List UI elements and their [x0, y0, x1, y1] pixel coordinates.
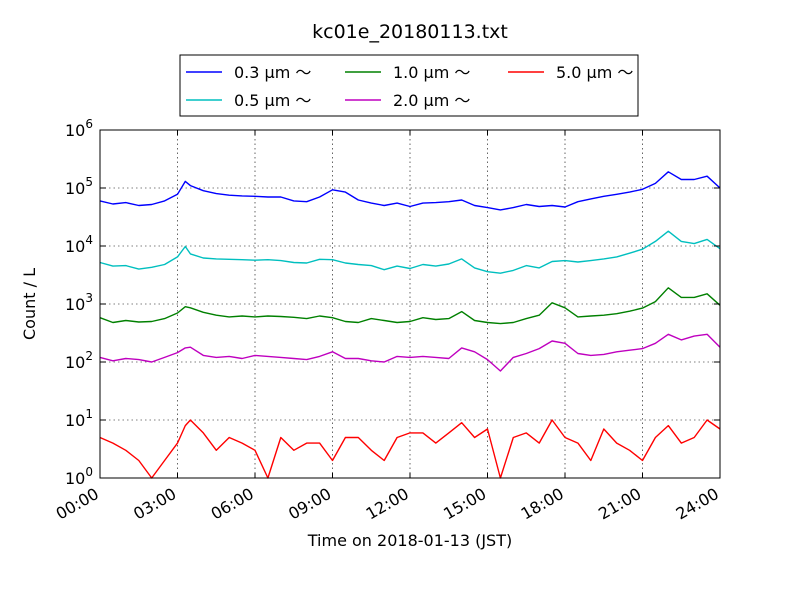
y-tick-label: 100: [65, 465, 93, 488]
series-line-1: [99, 230, 721, 274]
x-axis-label: Time on 2018-01-13 (JST): [307, 531, 512, 550]
y-tick-exponent: 2: [85, 349, 93, 363]
chart-title: kc01e_20180113.txt: [312, 21, 508, 43]
axis-ticks: [99, 129, 721, 479]
legend-box: [179, 54, 639, 117]
y-tick-label: 101: [65, 407, 93, 430]
y-tick-base: 10: [65, 411, 85, 430]
y-tick-label: 103: [65, 291, 93, 314]
series-group: [99, 171, 721, 479]
legend-label: 2.0 μm ～: [393, 91, 470, 110]
y-tick-base: 10: [65, 295, 85, 314]
y-tick-label: 102: [65, 349, 93, 372]
series-line-2: [99, 287, 721, 325]
y-tick-exponent: 6: [85, 117, 93, 131]
y-tick-exponent: 0: [85, 465, 93, 479]
y-axis-label: Count / L: [20, 268, 39, 340]
y-tick-label: 105: [65, 175, 93, 198]
y-tick-base: 10: [65, 179, 85, 198]
series-line-0: [99, 171, 721, 211]
legend-label: 0.5 μm ～: [234, 91, 311, 110]
series-line-4: [99, 419, 721, 479]
series-line-3: [99, 333, 721, 372]
y-tick-base: 10: [65, 469, 85, 488]
y-tick-exponent: 5: [85, 175, 93, 189]
y-tick-base: 10: [65, 121, 85, 140]
legend-label: 0.3 μm ～: [234, 63, 311, 82]
legend-label: 5.0 μm ～: [556, 63, 633, 82]
y-tick-exponent: 1: [85, 407, 93, 421]
y-tick-base: 10: [65, 237, 85, 256]
y-tick-exponent: 3: [85, 291, 93, 305]
y-tick-label: 104: [65, 233, 93, 256]
y-tick-label: 106: [65, 117, 93, 140]
y-tick-base: 10: [65, 353, 85, 372]
legend: 0.3 μm ～ 0.5 μm ～ 1.0 μm ～ 2.0 μm ～ 5.0 μm ～: [179, 54, 639, 117]
legend-label: 1.0 μm ～: [393, 63, 470, 82]
y-tick-exponent: 4: [85, 233, 93, 247]
